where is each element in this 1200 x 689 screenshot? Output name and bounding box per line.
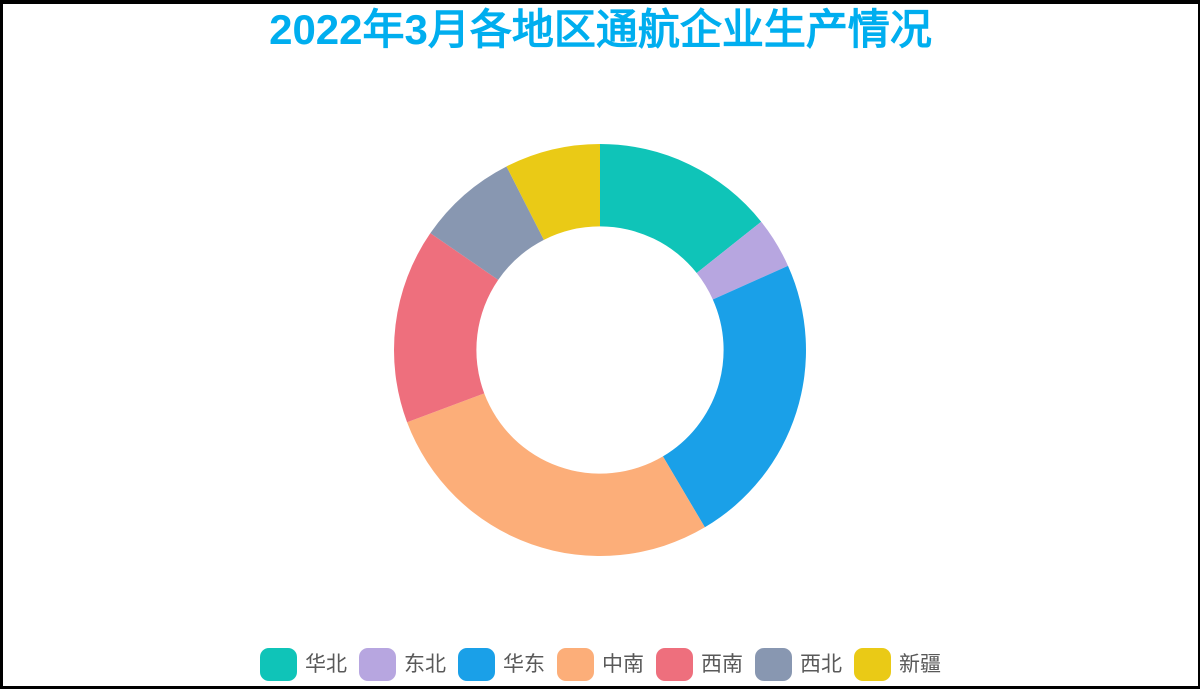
legend-swatch-icon	[656, 647, 693, 681]
legend-swatch-icon	[557, 647, 594, 681]
legend-item-西南[interactable]: 西南	[656, 647, 743, 681]
legend-label: 中南	[602, 652, 644, 676]
legend-swatch-icon	[359, 647, 396, 681]
legend-label: 华北	[305, 652, 347, 676]
donut-chart-area	[390, 140, 810, 560]
legend-label: 华东	[503, 652, 545, 676]
legend-swatch-icon	[458, 647, 495, 681]
legend-item-西北[interactable]: 西北	[755, 647, 842, 681]
legend-label: 西北	[800, 652, 842, 676]
donut-segment-华北[interactable]	[600, 144, 762, 274]
legend-label: 新疆	[899, 652, 941, 676]
legend-item-东北[interactable]: 东北	[359, 647, 446, 681]
legend-swatch-icon	[755, 647, 792, 681]
donut-chart	[393, 144, 806, 556]
donut-segment-华东[interactable]	[662, 265, 806, 528]
legend-item-新疆[interactable]: 新疆	[854, 647, 941, 681]
donut-segment-新疆[interactable]	[506, 144, 600, 240]
legend-item-华北[interactable]: 华北	[260, 647, 347, 681]
legend-item-华东[interactable]: 华东	[458, 647, 545, 681]
donut-segment-西南[interactable]	[393, 233, 499, 423]
donut-segment-中南[interactable]	[407, 393, 705, 556]
legend-item-中南[interactable]: 中南	[557, 647, 644, 681]
legend-swatch-icon	[854, 647, 891, 681]
donut-segment-西北[interactable]	[430, 166, 544, 280]
legend-label: 东北	[404, 652, 446, 676]
slide-canvas: 2022年3月各地区通航企业生产情况 华北 东北 华东 中南 西南 西北 新疆	[3, 4, 1198, 686]
chart-legend: 华北 东北 华东 中南 西南 西北 新疆	[3, 645, 1198, 683]
legend-swatch-icon	[260, 647, 297, 681]
legend-label: 西南	[701, 652, 743, 676]
chart-title: 2022年3月各地区通航企业生产情况	[269, 6, 932, 53]
donut-segment-东北[interactable]	[696, 221, 789, 300]
